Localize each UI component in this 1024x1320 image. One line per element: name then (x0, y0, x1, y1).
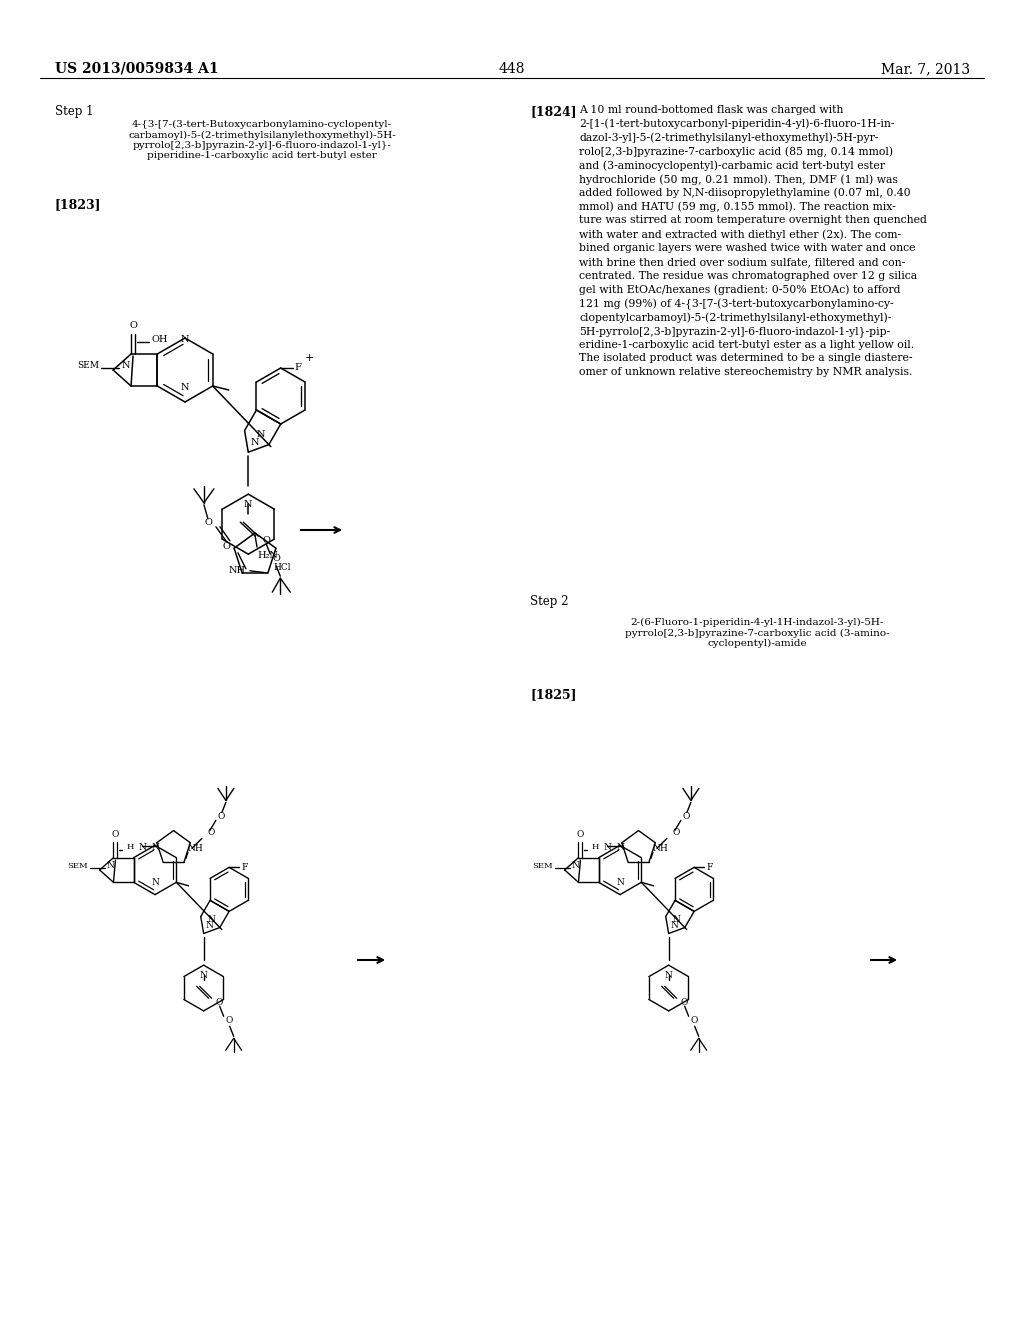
Text: [1824]: [1824] (530, 106, 577, 117)
Text: N: N (208, 915, 216, 924)
Text: O: O (673, 828, 680, 837)
Text: N: N (616, 878, 624, 887)
Text: O: O (208, 828, 215, 837)
Text: ture was stirred at room temperature overnight then quenched: ture was stirred at room temperature ove… (579, 215, 927, 226)
Text: mmol) and HATU (59 mg, 0.155 mmol). The reaction mix-: mmol) and HATU (59 mg, 0.155 mmol). The … (579, 202, 896, 213)
Text: The isolated product was determined to be a single diastere-: The isolated product was determined to b… (579, 354, 912, 363)
Text: HCl: HCl (273, 564, 291, 572)
Text: SEM: SEM (532, 862, 553, 870)
Text: N: N (665, 972, 673, 981)
Text: O: O (112, 830, 119, 838)
Text: O: O (129, 322, 137, 330)
Text: [1825]: [1825] (530, 688, 577, 701)
Text: F: F (241, 863, 248, 873)
Text: Step 1: Step 1 (55, 106, 93, 117)
Text: 5H-pyrrolo[2,3-b]pyrazin-2-yl]-6-fluoro-indazol-1-yl}-pip-: 5H-pyrrolo[2,3-b]pyrazin-2-yl]-6-fluoro-… (579, 326, 890, 337)
Text: +: + (305, 352, 314, 363)
Text: N: N (673, 915, 681, 924)
Text: O: O (272, 553, 281, 562)
Text: Mar. 7, 2013: Mar. 7, 2013 (881, 62, 970, 77)
Text: 2-[1-(1-tert-butoxycarbonyl-piperidin-4-yl)-6-fluoro-1H-in-: 2-[1-(1-tert-butoxycarbonyl-piperidin-4-… (579, 119, 895, 129)
Text: O: O (262, 536, 270, 545)
Text: H: H (126, 843, 134, 851)
Text: SEM: SEM (77, 360, 99, 370)
Text: N: N (256, 430, 265, 440)
Text: Step 2: Step 2 (530, 595, 568, 609)
Text: H₂N: H₂N (257, 550, 278, 560)
Text: O: O (222, 543, 230, 552)
Text: N: N (571, 862, 580, 870)
Text: clopentylcarbamoyl)-5-(2-trimethylsilanyl-ethoxymethyl)-: clopentylcarbamoyl)-5-(2-trimethylsilany… (579, 312, 891, 322)
Text: N: N (181, 335, 189, 345)
Text: N: N (250, 438, 259, 446)
Text: 121 mg (99%) of 4-{3-[7-(3-tert-butoxycarbonylamino-cy-: 121 mg (99%) of 4-{3-[7-(3-tert-butoxyca… (579, 298, 894, 310)
Text: and (3-aminocyclopentyl)-carbamic acid tert-butyl ester: and (3-aminocyclopentyl)-carbamic acid t… (579, 160, 885, 170)
Text: F: F (707, 863, 713, 873)
Text: with brine then dried over sodium sulfate, filtered and con-: with brine then dried over sodium sulfat… (579, 257, 905, 267)
Text: NH: NH (228, 566, 246, 576)
Text: SEM: SEM (67, 862, 88, 870)
Text: O: O (683, 812, 690, 821)
Text: omer of unknown relative stereochemistry by NMR analysis.: omer of unknown relative stereochemistry… (579, 367, 912, 378)
Text: NH: NH (187, 843, 204, 853)
Text: 448: 448 (499, 62, 525, 77)
Text: hydrochloride (50 mg, 0.21 mmol). Then, DMF (1 ml) was: hydrochloride (50 mg, 0.21 mmol). Then, … (579, 174, 898, 185)
Text: 2-(6-Fluoro-1-piperidin-4-yl-1H-indazol-3-yl)-5H-
pyrrolo[2,3-b]pyrazine-7-carbo: 2-(6-Fluoro-1-piperidin-4-yl-1H-indazol-… (625, 618, 889, 648)
Text: N: N (603, 842, 611, 851)
Text: centrated. The residue was chromatographed over 12 g silica: centrated. The residue was chromatograph… (579, 271, 918, 281)
Text: N: N (181, 384, 189, 392)
Text: N: N (152, 878, 159, 887)
Text: O: O (577, 830, 584, 838)
Text: O: O (216, 998, 223, 1007)
Text: added followed by N,N-diisopropylethylamine (0.07 ml, 0.40: added followed by N,N-diisopropylethylam… (579, 187, 910, 198)
Text: dazol-3-yl]-5-(2-trimethylsilanyl-ethoxymethyl)-5H-pyr-: dazol-3-yl]-5-(2-trimethylsilanyl-ethoxy… (579, 132, 879, 143)
Text: A 10 ml round-bottomed flask was charged with: A 10 ml round-bottomed flask was charged… (579, 106, 844, 115)
Text: N: N (138, 842, 146, 851)
Text: O: O (225, 1016, 233, 1024)
Text: eridine-1-carboxylic acid tert-butyl ester as a light yellow oil.: eridine-1-carboxylic acid tert-butyl est… (579, 339, 914, 350)
Text: gel with EtOAc/hexanes (gradient: 0-50% EtOAc) to afford: gel with EtOAc/hexanes (gradient: 0-50% … (579, 284, 900, 294)
Text: N: N (206, 921, 214, 931)
Text: O: O (204, 519, 212, 527)
Text: [1823]: [1823] (55, 198, 101, 211)
Text: O: O (690, 1016, 698, 1024)
Text: N: N (200, 972, 208, 981)
Text: O: O (218, 812, 225, 821)
Text: F: F (295, 363, 302, 372)
Text: N: N (121, 360, 130, 370)
Text: O: O (681, 998, 688, 1007)
Text: N: N (616, 843, 624, 851)
Text: US 2013/0059834 A1: US 2013/0059834 A1 (55, 62, 219, 77)
Text: OH: OH (152, 335, 168, 345)
Text: NH: NH (653, 843, 669, 853)
Text: N: N (244, 500, 253, 510)
Text: N: N (152, 843, 159, 851)
Text: 4-{3-[7-(3-tert-Butoxycarbonylamino-cyclopentyl-
carbamoyl)-5-(2-trimethylsilany: 4-{3-[7-(3-tert-Butoxycarbonylamino-cycl… (128, 120, 396, 161)
Text: H: H (592, 843, 599, 851)
Text: bined organic layers were washed twice with water and once: bined organic layers were washed twice w… (579, 243, 915, 253)
Text: N: N (106, 862, 115, 870)
Text: with water and extracted with diethyl ether (2x). The com-: with water and extracted with diethyl et… (579, 230, 901, 240)
Text: N: N (671, 921, 679, 931)
Text: rolo[2,3-b]pyrazine-7-carboxylic acid (85 mg, 0.14 mmol): rolo[2,3-b]pyrazine-7-carboxylic acid (8… (579, 147, 893, 157)
